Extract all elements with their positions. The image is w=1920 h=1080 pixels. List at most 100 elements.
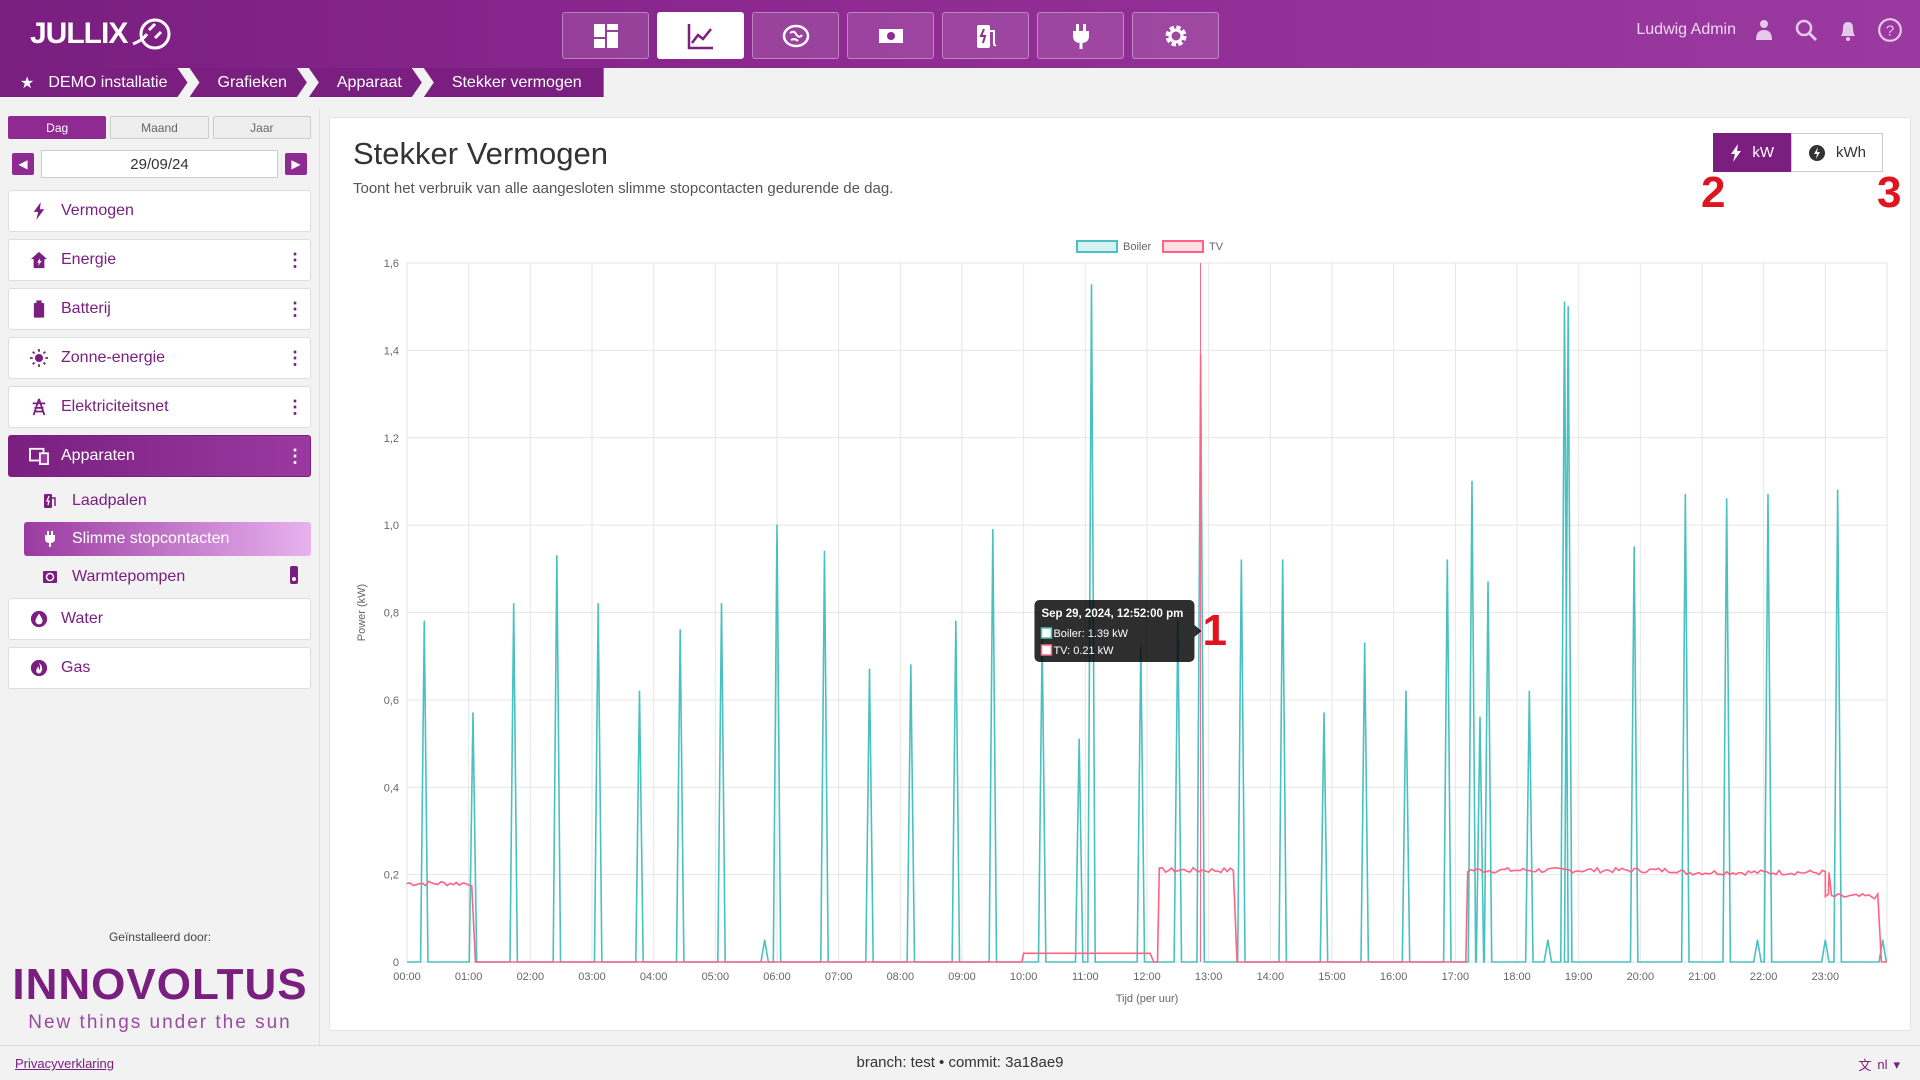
installer-tagline: New things under the sun (28, 1012, 292, 1033)
installer-logo[interactable]: INNOVOLTUS New things under the sun (0, 960, 320, 1034)
tooltip-line: TV: 0.21 kW (1053, 645, 1114, 657)
unit-label: kWh (1836, 144, 1866, 161)
charging-station-icon (42, 493, 58, 509)
nav-dashboard-button[interactable] (562, 12, 649, 59)
sidebar-item-energie[interactable]: Energie ⋮ (8, 239, 311, 281)
power-chart[interactable]: 0 0,2 0,4 0,6 0,8 1,0 1,2 1,4 1,6 00:00 01:00 02:00… (330, 118, 1912, 1032)
tv-series-line (406, 866, 1887, 963)
user-name[interactable]: Ludwig Admin (1636, 21, 1736, 38)
y-axis-label: Power (kW) (356, 584, 368, 641)
sidebar-subitem-label: Warmtepompen (72, 568, 186, 585)
nav-finance-button[interactable] (847, 12, 934, 59)
boiler-data-point (1446, 559, 1449, 561)
boiler-data-point (679, 629, 681, 631)
more-options-icon[interactable]: ⋮ (286, 298, 304, 319)
svg-text:?: ? (1886, 22, 1894, 39)
translate-icon: 文 (1858, 1058, 1872, 1073)
help-icon[interactable]: ? (1876, 16, 1904, 44)
sidebar-item-label: Energie (61, 251, 117, 268)
breadcrumb-label: Grafieken (217, 73, 287, 91)
annotation-marker-2: 2 (1701, 168, 1726, 217)
x-tick-label: 08:00 (887, 971, 915, 983)
boiler-data-point (556, 554, 558, 557)
nav-charts-button[interactable] (657, 12, 744, 59)
nav-intelligence-button[interactable] (752, 12, 839, 59)
date-input[interactable]: 29/09/24 (41, 150, 278, 178)
nav-plugs-button[interactable] (1037, 12, 1124, 59)
sidebar-item-label: Apparaten (61, 447, 135, 464)
language-label: nl (1877, 1057, 1888, 1072)
user-avatar-icon[interactable] (1750, 16, 1778, 44)
y-tick-label: 0 (393, 957, 399, 969)
tab-day[interactable]: Dag (8, 116, 107, 139)
boiler-data-point (992, 528, 994, 531)
unit-kw-button[interactable]: kW (1713, 133, 1791, 172)
breadcrumb-item-installation[interactable]: ★ DEMO installatie (0, 68, 188, 97)
legend-label-boiler: Boiler (1123, 241, 1151, 253)
battery-icon (29, 299, 49, 319)
y-tick-label: 0,2 (384, 870, 399, 882)
x-tick-label: 03:00 (578, 971, 606, 983)
x-tick-label: 06:00 (763, 971, 791, 983)
boiler-data-point (512, 602, 515, 605)
x-tick-label: 15:00 (1318, 971, 1346, 983)
legend-swatch-boiler (1076, 240, 1118, 253)
boiler-data-point (1633, 546, 1635, 548)
x-tick-label: 12:00 (1133, 971, 1161, 983)
unit-kwh-button[interactable]: kWh (1791, 133, 1883, 172)
language-selector[interactable]: 文 nl ▾ (1858, 1055, 1900, 1074)
dashboard-icon (593, 23, 618, 48)
boiler-data-point (1725, 498, 1728, 500)
build-info: branch: test • commit: 3a18ae9 (856, 1054, 1064, 1071)
sidebar-subitem-warmtepompen[interactable]: Warmtepompen (24, 560, 311, 594)
boiler-data-point (1090, 284, 1093, 286)
boiler-data-point (1281, 559, 1284, 561)
sidebar-item-apparaten[interactable]: Apparaten ⋮ (8, 435, 311, 477)
privacy-link[interactable]: Privacyverklaring (15, 1056, 114, 1071)
sidebar-subitem-slimme-stopcontacten[interactable]: Slimme stopcontacten (24, 522, 311, 556)
energy-meter-icon (1809, 144, 1825, 161)
more-options-icon[interactable]: ⋮ (286, 396, 304, 417)
bell-icon[interactable] (1834, 16, 1862, 44)
x-tick-label: 10:00 (1010, 971, 1038, 983)
breadcrumb-item-device[interactable]: Apparaat (309, 68, 422, 97)
sidebar-subitem-laadpalen[interactable]: Laadpalen (24, 484, 311, 518)
nav-charging-button[interactable] (942, 12, 1029, 59)
sidebar-item-vermogen[interactable]: Vermogen (8, 190, 311, 232)
x-tick-label: 00:00 (393, 971, 421, 983)
sidebar-item-elektriciteitsnet[interactable]: Elektriciteitsnet ⋮ (8, 386, 311, 428)
y-tick-label: 1,2 (384, 433, 399, 445)
breadcrumb-item-charts[interactable]: Grafieken (190, 68, 307, 97)
logo-text: JULLIX (30, 17, 128, 50)
tab-month[interactable]: Maand (110, 116, 209, 139)
top-bar: JULLIX Ludwig Admin (0, 0, 1920, 68)
user-area: Ludwig Admin ? (1636, 16, 1904, 44)
sidebar-item-zonne-energie[interactable]: Zonne-energie ⋮ (8, 337, 311, 379)
tooltip-line: Boiler: 1.39 kW (1053, 628, 1128, 640)
plug-icon (1072, 23, 1089, 49)
sidebar-item-label: Elektriciteitsnet (61, 398, 169, 415)
more-options-icon[interactable]: ⋮ (286, 445, 304, 466)
boiler-data-point (1836, 489, 1839, 491)
search-icon[interactable] (1792, 16, 1820, 44)
more-options-icon[interactable]: ⋮ (286, 347, 304, 368)
sidebar-item-gas[interactable]: Gas (8, 647, 311, 689)
page-subtitle: Toont het verbruik van alle aangesloten … (353, 180, 894, 197)
more-options-icon[interactable]: ⋮ (286, 249, 304, 270)
boiler-data-point (638, 690, 641, 692)
breadcrumb-item-current[interactable]: Stekker vermogen (423, 68, 604, 97)
tab-year[interactable]: Jaar (212, 116, 311, 139)
previous-day-button[interactable]: ◀ (12, 153, 34, 175)
boiler-data-point (763, 939, 766, 941)
tooltip-box (1034, 600, 1195, 662)
x-tick-label: 04:00 (640, 971, 668, 983)
nav-settings-button[interactable] (1132, 12, 1219, 59)
app-logo[interactable]: JULLIX (30, 12, 175, 56)
next-day-button[interactable]: ▶ (285, 153, 307, 175)
sidebar-item-water[interactable]: Water (8, 598, 311, 640)
chevron-left-icon: ◀ (18, 157, 28, 171)
tooltip-swatch (1040, 644, 1053, 656)
lightning-icon (1731, 143, 1742, 162)
sidebar-item-label: Batterij (61, 300, 111, 317)
sidebar-item-batterij[interactable]: Batterij ⋮ (8, 288, 311, 330)
